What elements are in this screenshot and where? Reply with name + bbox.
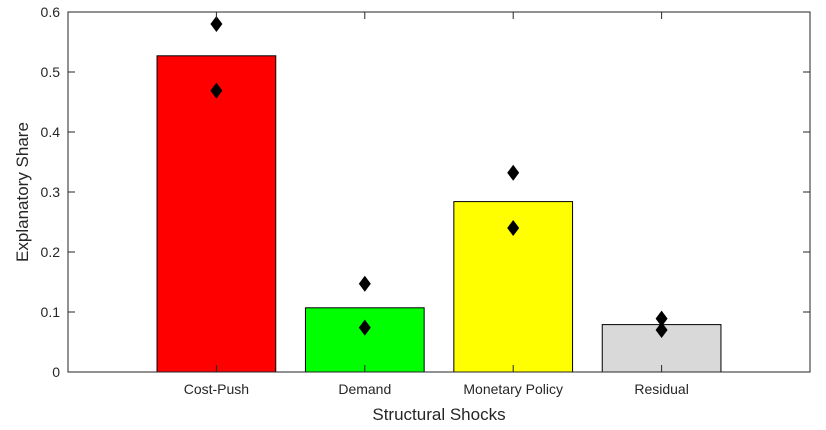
x-axis-label: Structural Shocks bbox=[372, 405, 505, 424]
y-tick-label: 0.5 bbox=[41, 64, 61, 80]
bar-cost-push bbox=[156, 55, 277, 373]
y-ticks: 0 0.1 0.2 0.3 0.4 0.5 0.6 bbox=[41, 4, 810, 380]
y-tick-label: 0.3 bbox=[41, 184, 61, 200]
y-tick-label: 0 bbox=[52, 364, 60, 380]
y-tick-label: 0.4 bbox=[41, 124, 61, 140]
x-tick-label: Cost-Push bbox=[184, 381, 249, 397]
marker-lower-monetary-policy bbox=[507, 220, 520, 236]
bar-demand bbox=[304, 307, 425, 373]
marker-lower-demand bbox=[358, 319, 371, 336]
x-tick-label: Demand bbox=[338, 381, 391, 397]
markers-layer bbox=[210, 16, 668, 338]
marker-upper-demand bbox=[358, 275, 371, 292]
y-tick-label: 0.2 bbox=[41, 244, 61, 260]
y-tick-label: 0.1 bbox=[41, 304, 61, 320]
x-ticks: Cost-Push Demand Monetary Policy Residual bbox=[184, 12, 689, 397]
y-tick-label: 0.6 bbox=[41, 4, 61, 20]
marker-upper-residual bbox=[655, 310, 668, 327]
marker-upper-cost-push bbox=[210, 16, 223, 32]
x-tick-label: Residual bbox=[634, 381, 688, 397]
marker-upper-monetary-policy bbox=[507, 164, 520, 181]
y-axis-label: Explanatory Share bbox=[13, 122, 32, 262]
x-tick-label: Monetary Policy bbox=[463, 381, 563, 397]
marker-lower-residual bbox=[655, 322, 668, 338]
marker-lower-cost-push bbox=[210, 82, 223, 99]
